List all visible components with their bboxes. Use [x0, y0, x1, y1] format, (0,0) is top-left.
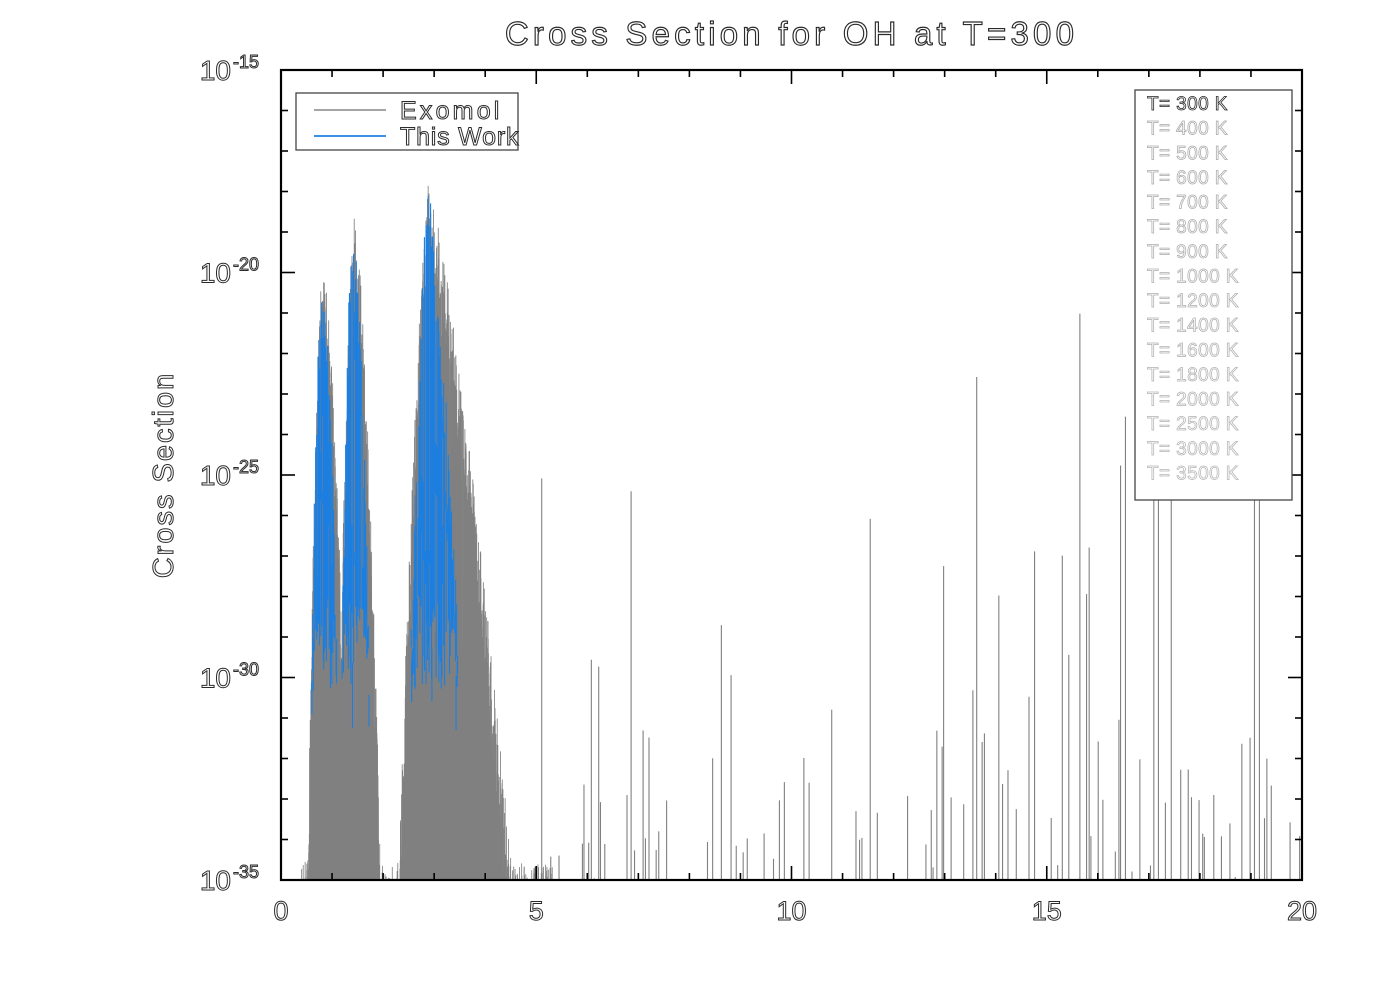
svg-text:Cross Section for OH at T=300: Cross Section for OH at T=300: [505, 15, 1078, 52]
svg-text:10: 10: [776, 896, 806, 926]
svg-text:T= 900 K: T= 900 K: [1147, 242, 1228, 263]
svg-text:5: 5: [529, 896, 544, 926]
svg-text:T= 1800 K: T= 1800 K: [1147, 365, 1239, 386]
svg-text:T= 800 K: T= 800 K: [1147, 217, 1228, 238]
svg-text:T= 400 K: T= 400 K: [1147, 119, 1228, 140]
svg-text:T= 1400 K: T= 1400 K: [1147, 316, 1239, 337]
svg-text:T= 1000 K: T= 1000 K: [1147, 266, 1239, 287]
svg-text:Exomol: Exomol: [400, 97, 503, 125]
svg-text:This Work: This Work: [400, 123, 519, 151]
svg-text:Cross Section: Cross Section: [148, 372, 180, 579]
svg-text:T= 600 K: T= 600 K: [1147, 168, 1228, 189]
svg-text:T= 2000 K: T= 2000 K: [1147, 390, 1239, 411]
svg-text:0: 0: [273, 896, 288, 926]
svg-text:15: 15: [1032, 896, 1062, 926]
svg-text:T= 300 K: T= 300 K: [1147, 94, 1228, 115]
svg-text:T= 3500 K: T= 3500 K: [1147, 463, 1239, 484]
svg-text:T= 1200 K: T= 1200 K: [1147, 291, 1239, 312]
svg-text:T= 1600 K: T= 1600 K: [1147, 340, 1239, 361]
svg-text:T= 2500 K: T= 2500 K: [1147, 414, 1239, 435]
svg-text:T= 3000 K: T= 3000 K: [1147, 439, 1239, 460]
svg-text:T= 500 K: T= 500 K: [1147, 143, 1228, 164]
svg-text:T= 700 K: T= 700 K: [1147, 193, 1228, 214]
svg-text:20: 20: [1287, 896, 1317, 926]
